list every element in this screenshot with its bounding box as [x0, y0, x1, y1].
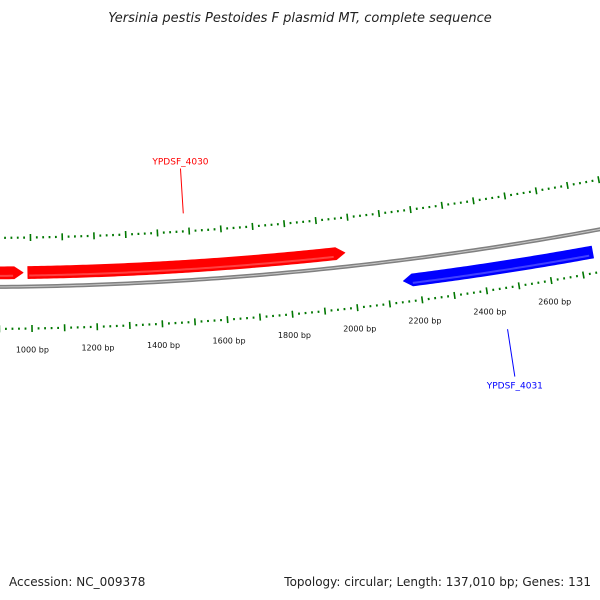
gene-arrow-ypdsf_4031	[403, 245, 594, 287]
axis-label-2600: 2600 bp	[538, 297, 571, 306]
axis-label-2200: 2200 bp	[408, 317, 441, 326]
axis-label-2400: 2400 bp	[473, 308, 506, 317]
outer-tick-major-1900	[314, 216, 317, 225]
outer-tick-major-2700	[566, 181, 569, 190]
gene-arrow-ypdsf_4031-highlight	[412, 254, 590, 284]
accession-text: Accession: NC_009378	[9, 575, 146, 589]
inner-tick-major-1600	[226, 316, 229, 324]
inner-tick-major-2300	[453, 291, 456, 300]
outer-tick-major-2300	[440, 201, 444, 209]
outer-tick-major-2800	[597, 176, 600, 184]
inner-tick-major-2600	[549, 276, 553, 285]
axis-label-1000: 1000 bp	[16, 345, 49, 354]
backbone-highlight	[0, 228, 600, 288]
outer-tick-major-2000	[346, 213, 349, 221]
outer-tick-major-1800	[283, 220, 286, 228]
inner-tick-major-2200	[420, 296, 424, 304]
inner-tick-major-2000	[356, 304, 359, 312]
outer-tick-major-2600	[534, 187, 538, 195]
axis-label-1600: 1600 bp	[213, 337, 246, 346]
gene-label-ypdsf_4030: YPDSF_4030	[151, 157, 208, 167]
axis-label-2000: 2000 bp	[343, 325, 376, 334]
outer-tick-major-2500	[503, 192, 507, 200]
outer-tick-major-2100	[377, 209, 381, 218]
outer-tick-major-2400	[472, 197, 475, 205]
inner-tick-major-2700	[581, 271, 585, 279]
sequence-summary: Topology: circular; Length: 137,010 bp; …	[284, 575, 591, 589]
leader-line-ypdsf_4030	[179, 168, 184, 214]
inner-tick-major-2500	[517, 282, 521, 290]
outer-tick-major-1700	[251, 222, 254, 230]
gene-label-ypdsf_4031: YPDSF_4031	[486, 382, 543, 392]
outer-tick-major-1600	[219, 225, 222, 233]
axis-label-1200: 1200 bp	[81, 344, 114, 353]
map-title: Yersinia pestis Pestoides F plasmid MT, …	[108, 11, 492, 26]
inner-tick-major-1700	[258, 313, 262, 321]
gene-arrow-ypdsf_4030-highlight	[29, 255, 334, 277]
inner-tick-major-1800	[291, 310, 294, 318]
gene-arrow-unlabeled-2	[0, 266, 24, 280]
axis-label-1400: 1400 bp	[147, 341, 180, 350]
inner-tick-major-1900	[323, 307, 327, 315]
outer-tick-major-2200	[409, 206, 412, 214]
inner-tick-major-2400	[485, 287, 489, 295]
leader-line-ypdsf_4031	[507, 329, 516, 377]
gene-arrow-ypdsf_4030	[27, 247, 346, 279]
axis-label-1800: 1800 bp	[278, 331, 311, 340]
inner-tick-major-2100	[388, 300, 392, 308]
